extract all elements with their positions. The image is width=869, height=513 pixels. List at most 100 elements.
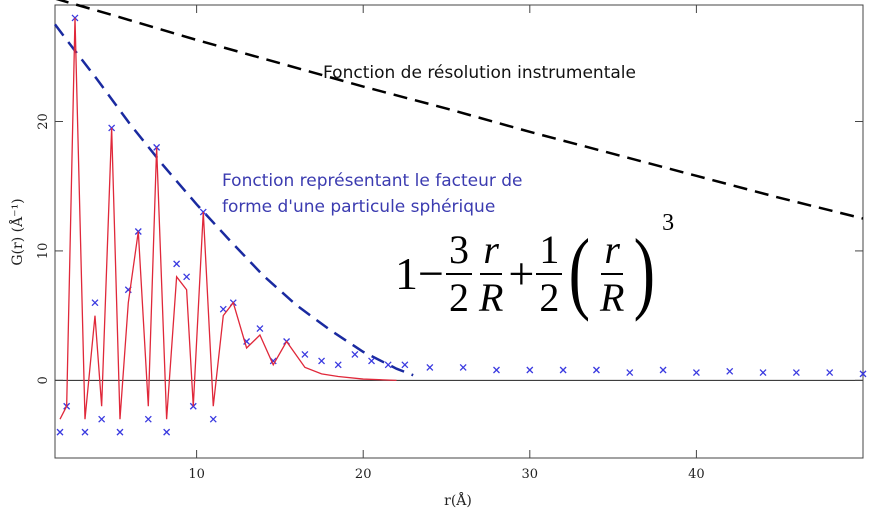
data-point — [368, 357, 375, 365]
data-point-stroke — [559, 366, 567, 374]
x-tick-label: 40 — [688, 467, 705, 482]
formula-r1: r — [480, 227, 502, 275]
data-point-stroke — [163, 428, 171, 436]
data-point — [173, 260, 181, 268]
data-point — [351, 350, 359, 358]
data-point — [163, 428, 171, 436]
formula-plus: + — [508, 248, 535, 299]
y-tick-label: 10 — [36, 243, 51, 260]
data-point — [219, 305, 227, 313]
data-point — [659, 366, 667, 374]
data-point-stroke — [98, 415, 106, 423]
data-point-stroke — [659, 366, 667, 374]
annotation-form-factor-line2: forme d'une particule sphérique — [222, 197, 495, 217]
data-point-stroke — [301, 350, 309, 358]
data-point — [98, 415, 106, 423]
data-point-stroke — [859, 370, 867, 378]
data-point — [318, 357, 326, 365]
annotation-instrumental-resolution: Fonction de résolution instrumentale — [323, 63, 636, 83]
data-point-stroke — [401, 361, 409, 369]
data-point — [384, 361, 392, 369]
data-point-stroke — [183, 273, 191, 281]
data-point-stroke — [426, 363, 434, 371]
data-point — [692, 369, 700, 377]
data-point-stroke — [826, 369, 834, 377]
data-point-stroke — [626, 369, 634, 377]
data-point — [256, 325, 264, 333]
data-point — [726, 367, 734, 375]
data-point — [459, 363, 467, 371]
data-point-stroke — [368, 357, 375, 365]
formula-frac2-num: 1 — [536, 227, 563, 275]
data-point-stroke — [692, 369, 700, 377]
tick-labels: 10 20 30 40 0 10 20 — [36, 113, 705, 482]
data-point — [559, 366, 567, 374]
formula-fraction-3-2: 3 2 — [445, 227, 472, 321]
data-point — [792, 369, 800, 377]
fit-line — [59, 17, 397, 420]
data-point-stroke — [459, 363, 467, 371]
formula-fraction-r-R: r R — [476, 227, 506, 321]
data-point — [401, 361, 409, 369]
data-point — [91, 299, 99, 307]
data-point-stroke — [144, 415, 152, 423]
formula-r2: r — [601, 227, 623, 275]
data-point — [209, 415, 217, 423]
data-point-stroke — [384, 361, 392, 369]
y-axis-label: G(r) (Å⁻¹) — [8, 198, 26, 265]
formula-frac2-den: 2 — [539, 275, 560, 320]
data-point — [116, 428, 124, 436]
data-point-stroke — [81, 428, 89, 436]
data-point-stroke — [334, 361, 342, 369]
data-point-stroke — [243, 338, 251, 345]
formula-one: 1 — [395, 248, 418, 299]
data-point-stroke — [116, 428, 124, 436]
data-point-stroke — [726, 367, 734, 375]
x-tick-label: 30 — [522, 467, 539, 482]
measured-data — [56, 14, 867, 436]
formula-R2: R — [599, 275, 625, 320]
formula-frac1-den: 2 — [448, 275, 469, 320]
form-factor-curve — [54, 23, 414, 377]
dashed-curves — [54, 0, 864, 377]
data-point-stroke — [351, 350, 359, 358]
x-axis-label: r(Å) — [444, 491, 472, 509]
data-point — [759, 369, 767, 377]
data-point — [144, 415, 152, 423]
x-tick-label: 10 — [188, 467, 205, 482]
data-point-stroke — [209, 415, 217, 423]
data-point-stroke — [759, 369, 767, 377]
formula-R1: R — [478, 275, 504, 320]
y-tick-label: 0 — [36, 376, 51, 384]
formula-exponent: 3 — [662, 210, 675, 236]
form-factor-formula: 1 − 3 2 r R + 1 2 ( r R ) 3 — [395, 210, 674, 334]
data-point — [183, 273, 191, 281]
data-point-stroke — [173, 260, 181, 268]
data-point — [526, 366, 534, 374]
data-point-stroke — [592, 366, 600, 374]
data-point — [859, 370, 867, 378]
data-point-stroke — [56, 428, 64, 436]
x-tick-label: 20 — [355, 467, 372, 482]
data-point — [426, 363, 434, 371]
annotation-form-factor-line1: Fonction représentant le facteur de — [222, 171, 523, 191]
data-point-stroke — [493, 366, 500, 374]
data-point — [334, 361, 342, 369]
data-point-stroke — [219, 305, 227, 313]
y-tick-label: 20 — [36, 113, 51, 130]
data-point-stroke — [526, 366, 534, 374]
data-point — [626, 369, 634, 377]
data-point — [56, 428, 64, 436]
resolution-function-curve — [55, 0, 864, 220]
formula-minus: − — [418, 248, 444, 299]
data-point-stroke — [269, 357, 277, 365]
formula-right-paren: ) — [634, 220, 656, 322]
data-point-stroke — [91, 299, 99, 307]
data-point — [81, 428, 89, 436]
data-point — [493, 366, 500, 374]
fit-curve — [59, 17, 397, 420]
data-point — [826, 369, 834, 377]
formula-fraction-1-2: 1 2 — [536, 227, 563, 321]
plot-frame — [54, 4, 864, 459]
